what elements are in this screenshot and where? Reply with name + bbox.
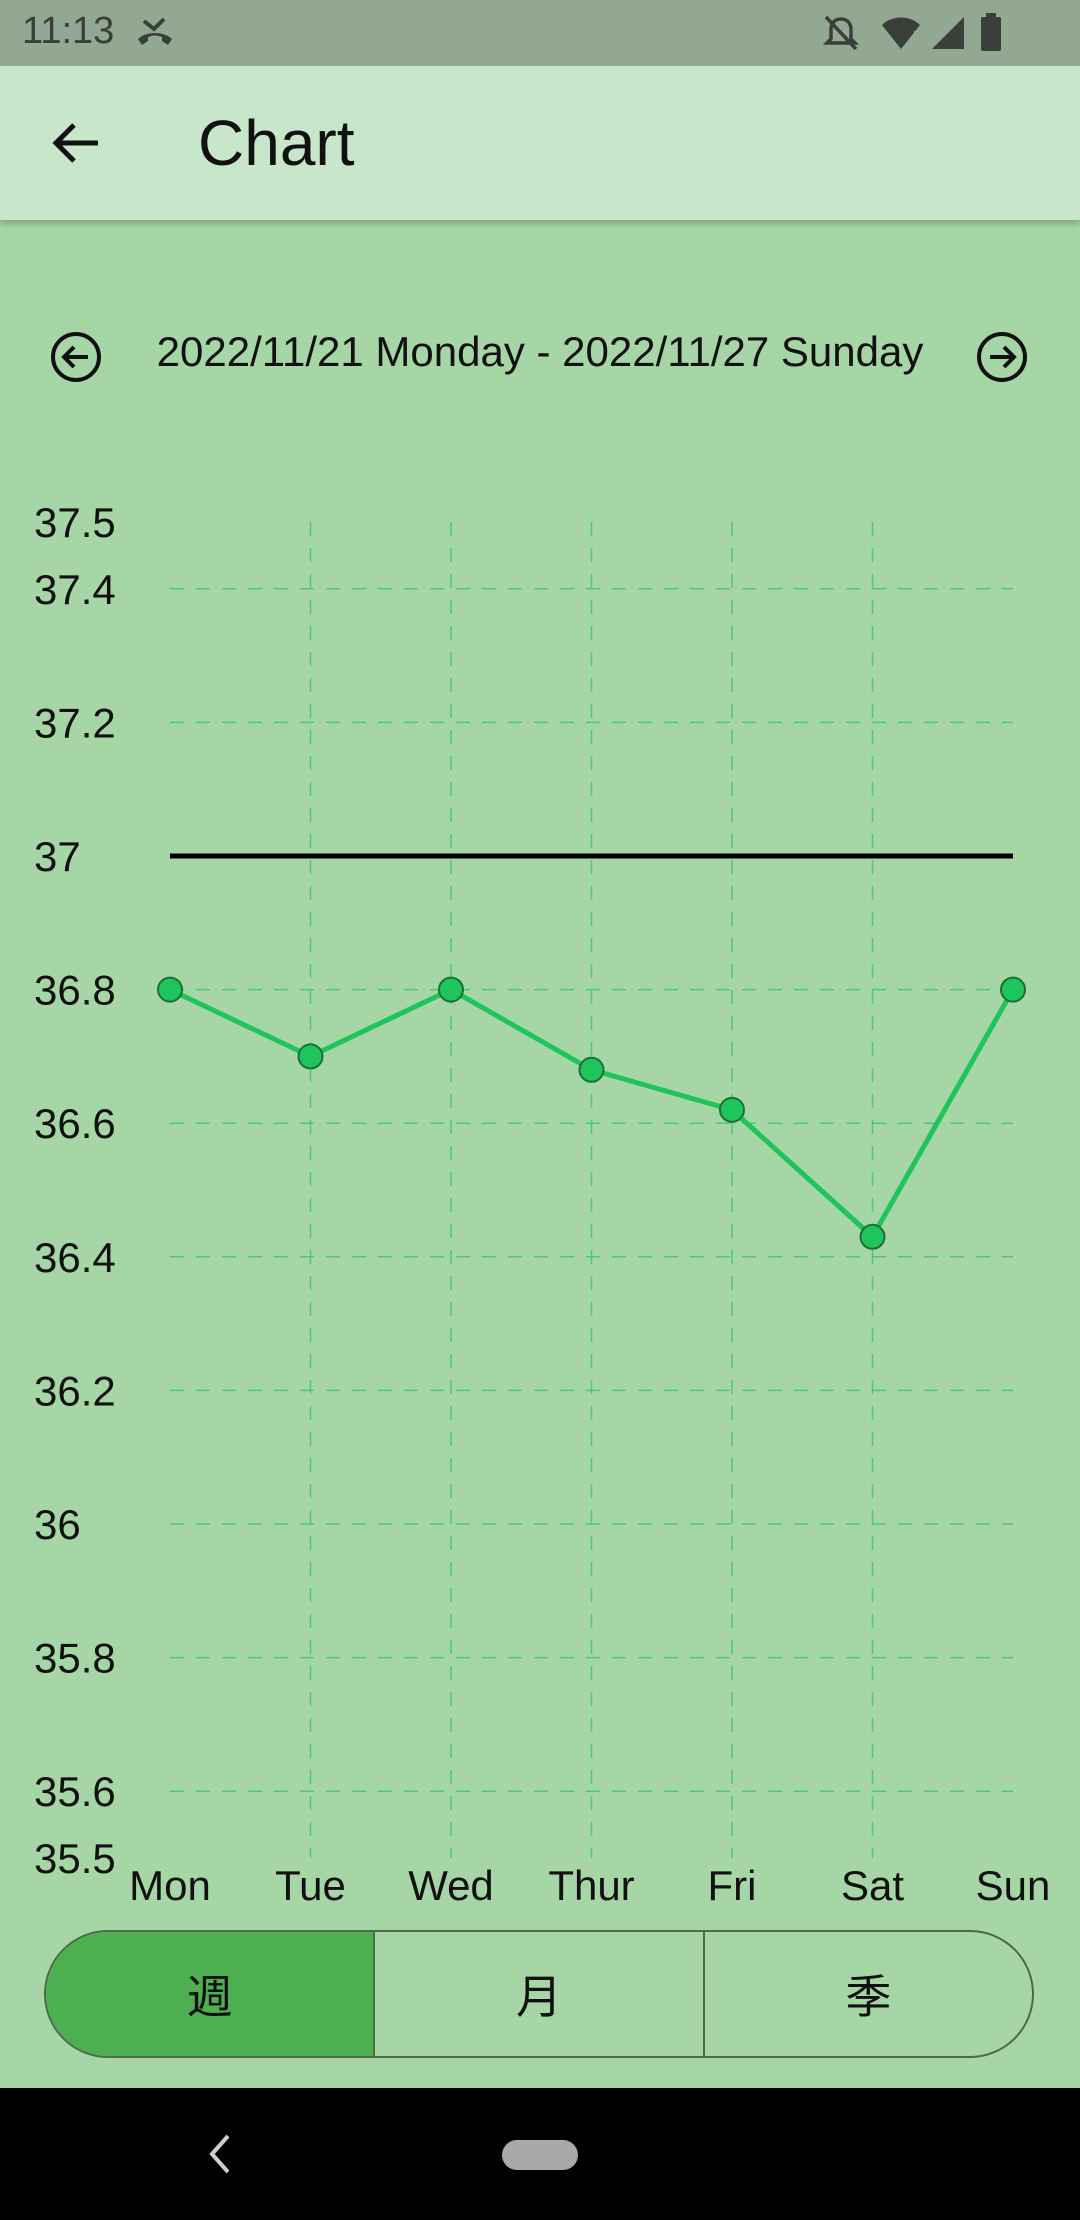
y-tick-label: 37.2	[34, 699, 116, 746]
arrow-left-circle-icon[interactable]	[50, 331, 102, 383]
data-point	[438, 976, 464, 1003]
x-tick-label: Thur	[548, 1862, 634, 1909]
wifi-icon	[882, 17, 920, 49]
y-tick-label: 36.8	[34, 967, 116, 1014]
status-time: 11:13	[22, 10, 115, 52]
x-tick-label: Tue	[275, 1862, 346, 1909]
date-range-label: 2022/11/21 Monday - 2022/11/27 Sunday	[156, 328, 924, 375]
data-point	[157, 976, 183, 1003]
data-point	[1000, 976, 1026, 1003]
page-title: Chart	[198, 107, 355, 179]
y-tick-label: 35.5	[34, 1835, 116, 1882]
y-tick-label: 36.2	[34, 1367, 116, 1414]
segment-1[interactable]: 月	[373, 1932, 702, 2056]
signal-icon	[932, 17, 964, 49]
segment-0[interactable]: 週	[46, 1932, 374, 2056]
y-tick-label: 36.6	[34, 1100, 116, 1147]
y-tick-label: 37.4	[34, 566, 116, 613]
x-tick-label: Sat	[841, 1862, 904, 1909]
x-tick-label: Fri	[708, 1862, 757, 1909]
battery-icon	[981, 13, 1001, 51]
nav-home-pill-icon[interactable]	[502, 2140, 578, 2170]
y-tick-label: 37	[34, 833, 81, 880]
data-point	[578, 1056, 605, 1083]
segment-2[interactable]: 季	[702, 1932, 1032, 2056]
missed-call-icon	[138, 17, 172, 45]
y-tick-label: 37.5	[34, 499, 116, 546]
app-bar: Chart	[0, 66, 1080, 220]
mute-icon	[822, 15, 860, 51]
y-tick-label: 36	[34, 1501, 81, 1548]
period-segmented-control: 週月季	[44, 1930, 1034, 2058]
status-bar: 11:13	[0, 0, 1080, 66]
y-tick-label: 36.4	[34, 1234, 116, 1281]
arrow-left-icon	[52, 123, 98, 163]
nav-back-icon[interactable]	[200, 2126, 240, 2182]
data-point	[297, 1043, 324, 1070]
arrow-right-circle-icon[interactable]	[976, 331, 1028, 383]
y-tick-label: 35.8	[34, 1635, 116, 1682]
temperature-line-chart: 35.5 35.6 35.8 36 36.2 36.4 36.6 36.8 37 37.2 37.4…	[34, 499, 1051, 1909]
x-tick-label: Wed	[408, 1862, 494, 1909]
date-range-selector: 2022/11/21 Monday - 2022/11/27 Sunday	[0, 316, 1080, 396]
back-button[interactable]	[40, 110, 112, 176]
x-tick-label: Sun	[976, 1862, 1051, 1909]
y-tick-label: 35.6	[34, 1768, 116, 1815]
data-point	[719, 1096, 745, 1123]
x-tick-label: Mon	[129, 1862, 211, 1909]
data-point	[859, 1223, 886, 1250]
